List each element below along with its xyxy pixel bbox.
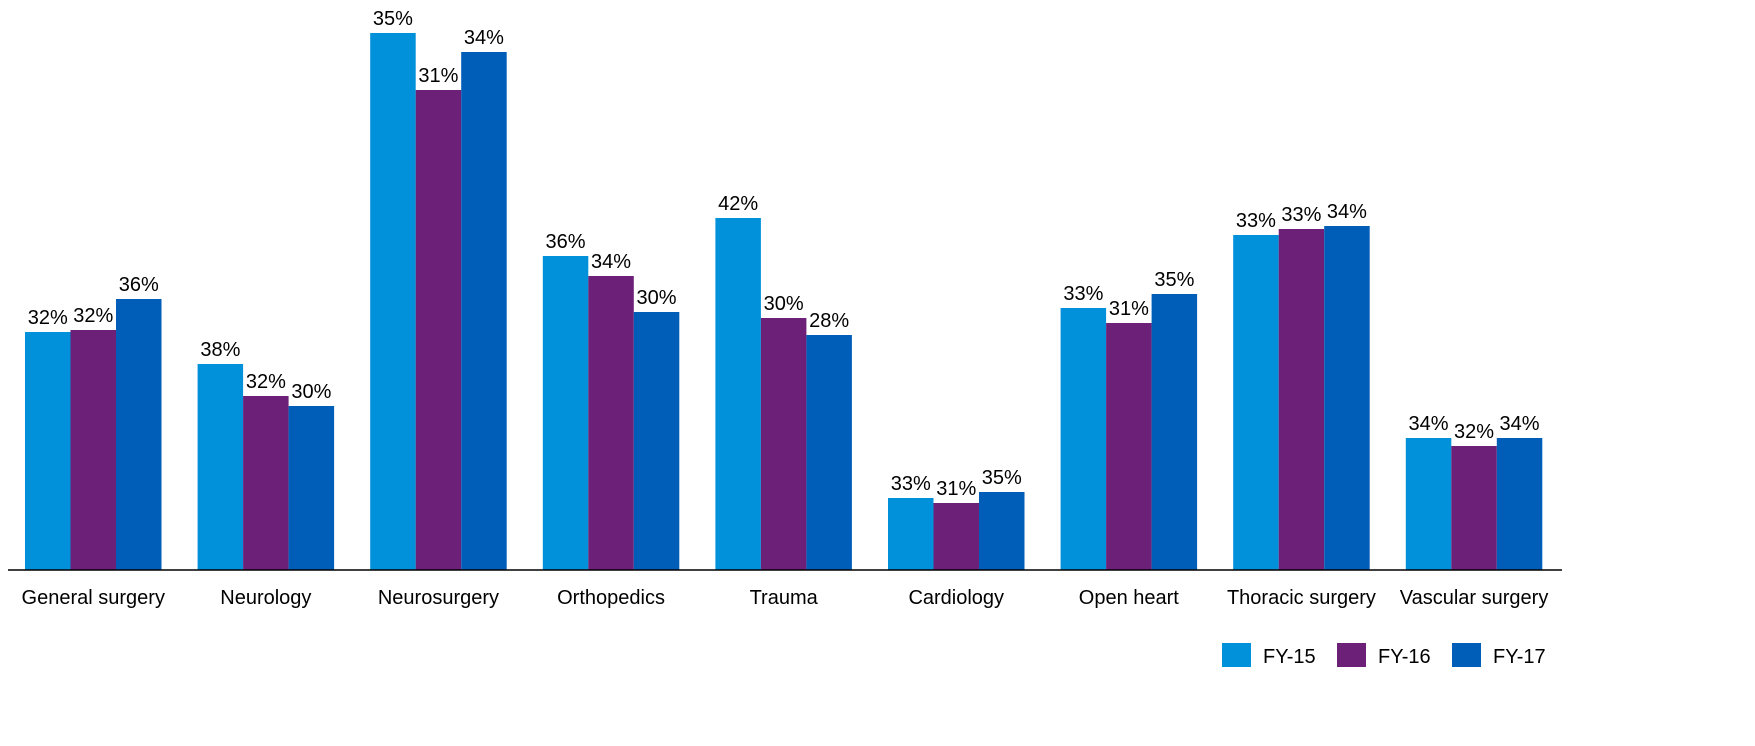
x-tick-label: Trauma — [750, 587, 819, 609]
legend-swatch — [1337, 643, 1366, 667]
bar — [25, 332, 71, 570]
data-label: 34% — [1327, 201, 1367, 223]
x-tick-label: General surgery — [22, 587, 165, 609]
bar — [1278, 229, 1325, 570]
legend-swatch — [1222, 643, 1251, 667]
data-label: 33% — [891, 473, 931, 495]
legend-label: FY-15 — [1263, 646, 1316, 668]
data-label: 34% — [1500, 413, 1540, 435]
x-tick-label: Orthopedics — [557, 587, 665, 609]
data-label: 35% — [373, 8, 413, 30]
data-label: 28% — [809, 310, 849, 332]
data-label: 32% — [1454, 421, 1494, 443]
bar — [933, 503, 979, 570]
data-label: 30% — [637, 287, 677, 309]
data-label: 32% — [246, 371, 286, 393]
x-tick-label: Neurology — [220, 587, 311, 609]
legend-label: FY-16 — [1378, 646, 1431, 668]
bar — [70, 330, 116, 570]
bar — [1233, 235, 1279, 570]
bar — [197, 364, 244, 570]
data-label: 31% — [936, 478, 976, 500]
bar — [633, 312, 680, 570]
legend-label: FY-17 — [1493, 646, 1546, 668]
bar — [1405, 438, 1452, 570]
x-tick-label: Cardiology — [908, 587, 1004, 609]
bar — [715, 218, 761, 570]
x-tick-label: Neurosurgery — [378, 587, 499, 609]
data-label: 30% — [291, 381, 331, 403]
data-label: 31% — [418, 65, 458, 87]
x-tick-label: Open heart — [1079, 587, 1180, 609]
bar — [1496, 438, 1543, 570]
bar — [1324, 226, 1370, 570]
data-label: 36% — [546, 231, 586, 253]
bar — [1151, 294, 1198, 570]
bar — [760, 318, 807, 570]
x-tick-label: Thoracic surgery — [1227, 587, 1376, 609]
legend-swatch — [1452, 643, 1481, 667]
data-label: 34% — [1409, 413, 1449, 435]
data-label: 33% — [1236, 210, 1276, 232]
bar — [806, 335, 852, 570]
bar — [288, 406, 335, 570]
data-label: 32% — [73, 305, 113, 327]
bar — [979, 492, 1025, 570]
data-label: 32% — [28, 307, 68, 329]
data-label: 38% — [200, 339, 240, 361]
bar — [370, 33, 416, 570]
bar — [461, 52, 507, 570]
data-label: 33% — [1063, 283, 1103, 305]
data-label: 35% — [1154, 269, 1194, 291]
bar — [415, 90, 462, 570]
bar — [588, 276, 634, 570]
data-label: 30% — [764, 293, 804, 315]
data-label: 34% — [591, 251, 631, 273]
data-label: 35% — [982, 467, 1022, 489]
data-label: 34% — [464, 27, 504, 49]
bar — [888, 498, 934, 570]
data-label: 36% — [119, 274, 159, 296]
bar — [1451, 446, 1497, 570]
x-tick-label: Vascular surgery — [1400, 587, 1549, 609]
data-label: 33% — [1281, 204, 1321, 226]
data-label: 42% — [718, 193, 758, 215]
bar — [542, 256, 589, 570]
bar — [1060, 308, 1107, 570]
bar — [243, 396, 289, 570]
bar — [1106, 323, 1152, 570]
data-label: 31% — [1109, 298, 1149, 320]
bar — [116, 299, 162, 570]
